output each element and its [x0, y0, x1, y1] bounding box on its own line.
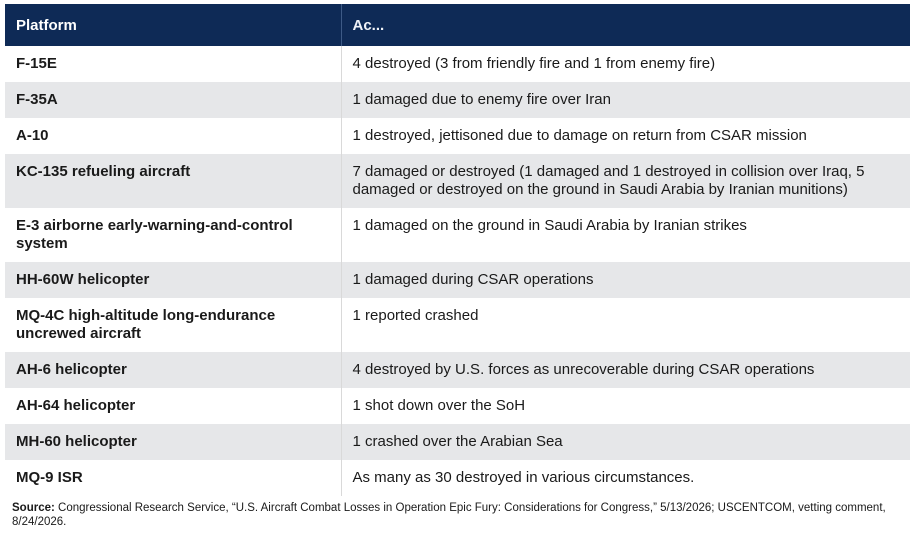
platform-cell: F-15E [5, 46, 342, 82]
platform-cell: MQ-4C high-altitude long-endurance uncre… [5, 298, 342, 352]
platform-cell: E-3 airborne early-warning-and-control s… [5, 208, 342, 262]
loss-detail-cell: 1 damaged due to enemy fire over Iran [341, 82, 910, 118]
platform-cell: AH-64 helicopter [5, 388, 342, 424]
loss-detail-cell: 1 reported crashed [341, 298, 910, 352]
source-text: Congressional Research Service, “U.S. Ai… [12, 502, 886, 528]
header-platform: Platform [5, 4, 341, 46]
loss-detail-cell: 7 damaged or destroyed (1 damaged and 1 … [341, 154, 910, 208]
table-body: F-15E 4 destroyed (3 from friendly fire a… [5, 46, 910, 496]
platform-cell: HH-60W helicopter [5, 262, 342, 298]
table-row: AH-64 helicopter 1 shot down over the SoH [5, 388, 910, 424]
table-row: MH-60 helicopter 1 crashed over the Arabi… [5, 424, 910, 460]
table-row: E-3 airborne early-warning-and-control s… [5, 208, 910, 262]
platform-cell: KC-135 refueling aircraft [5, 154, 342, 208]
table-row: MQ-9 ISR As many as 30 destroyed in vario… [5, 460, 910, 496]
loss-detail-cell: 1 damaged on the ground in Saudi Arabia … [341, 208, 910, 262]
table-row: HH-60W helicopter 1 damaged during CSAR o… [5, 262, 910, 298]
platform-cell: MQ-9 ISR [5, 460, 342, 496]
source-label: Source: [12, 502, 55, 514]
platform-cell: A-10 [5, 118, 342, 154]
loss-detail-cell: 1 destroyed, jettisoned due to damage on… [341, 118, 910, 154]
table-row: KC-135 refueling aircraft 7 damaged or de… [5, 154, 910, 208]
platform-cell: MH-60 helicopter [5, 424, 342, 460]
loss-detail-cell: 4 destroyed (3 from friendly fire and 1 … [341, 46, 910, 82]
platform-cell: F-35A [5, 82, 342, 118]
losses-table-container: Platform Ac... F-15E 4 destroyed (3 from … [5, 4, 910, 496]
loss-detail-cell: 1 damaged during CSAR operations [341, 262, 910, 298]
loss-detail-cell: As many as 30 destroyed in various circu… [341, 460, 910, 496]
table-row: AH-6 helicopter 4 destroyed by U.S. force… [5, 352, 910, 388]
table-row: F-35A 1 damaged due to enemy fire over Ir… [5, 82, 910, 118]
table-row: MQ-4C high-altitude long-endurance uncre… [5, 298, 910, 352]
source-note: Source: Congressional Research Service, … [12, 501, 892, 529]
aircraft-losses-table: Platform Ac... F-15E 4 destroyed (3 from … [5, 4, 910, 496]
header-losses: Ac... [340, 4, 910, 46]
loss-detail-cell: 1 crashed over the Arabian Sea [341, 424, 910, 460]
platform-cell: AH-6 helicopter [5, 352, 342, 388]
table-header-row: Platform Ac... [5, 4, 910, 46]
table-row: F-15E 4 destroyed (3 from friendly fire a… [5, 46, 910, 82]
loss-detail-cell: 1 shot down over the SoH [341, 388, 910, 424]
table-row: A-10 1 destroyed, jettisoned due to damag… [5, 118, 910, 154]
loss-detail-cell: 4 destroyed by U.S. forces as unrecovera… [341, 352, 910, 388]
